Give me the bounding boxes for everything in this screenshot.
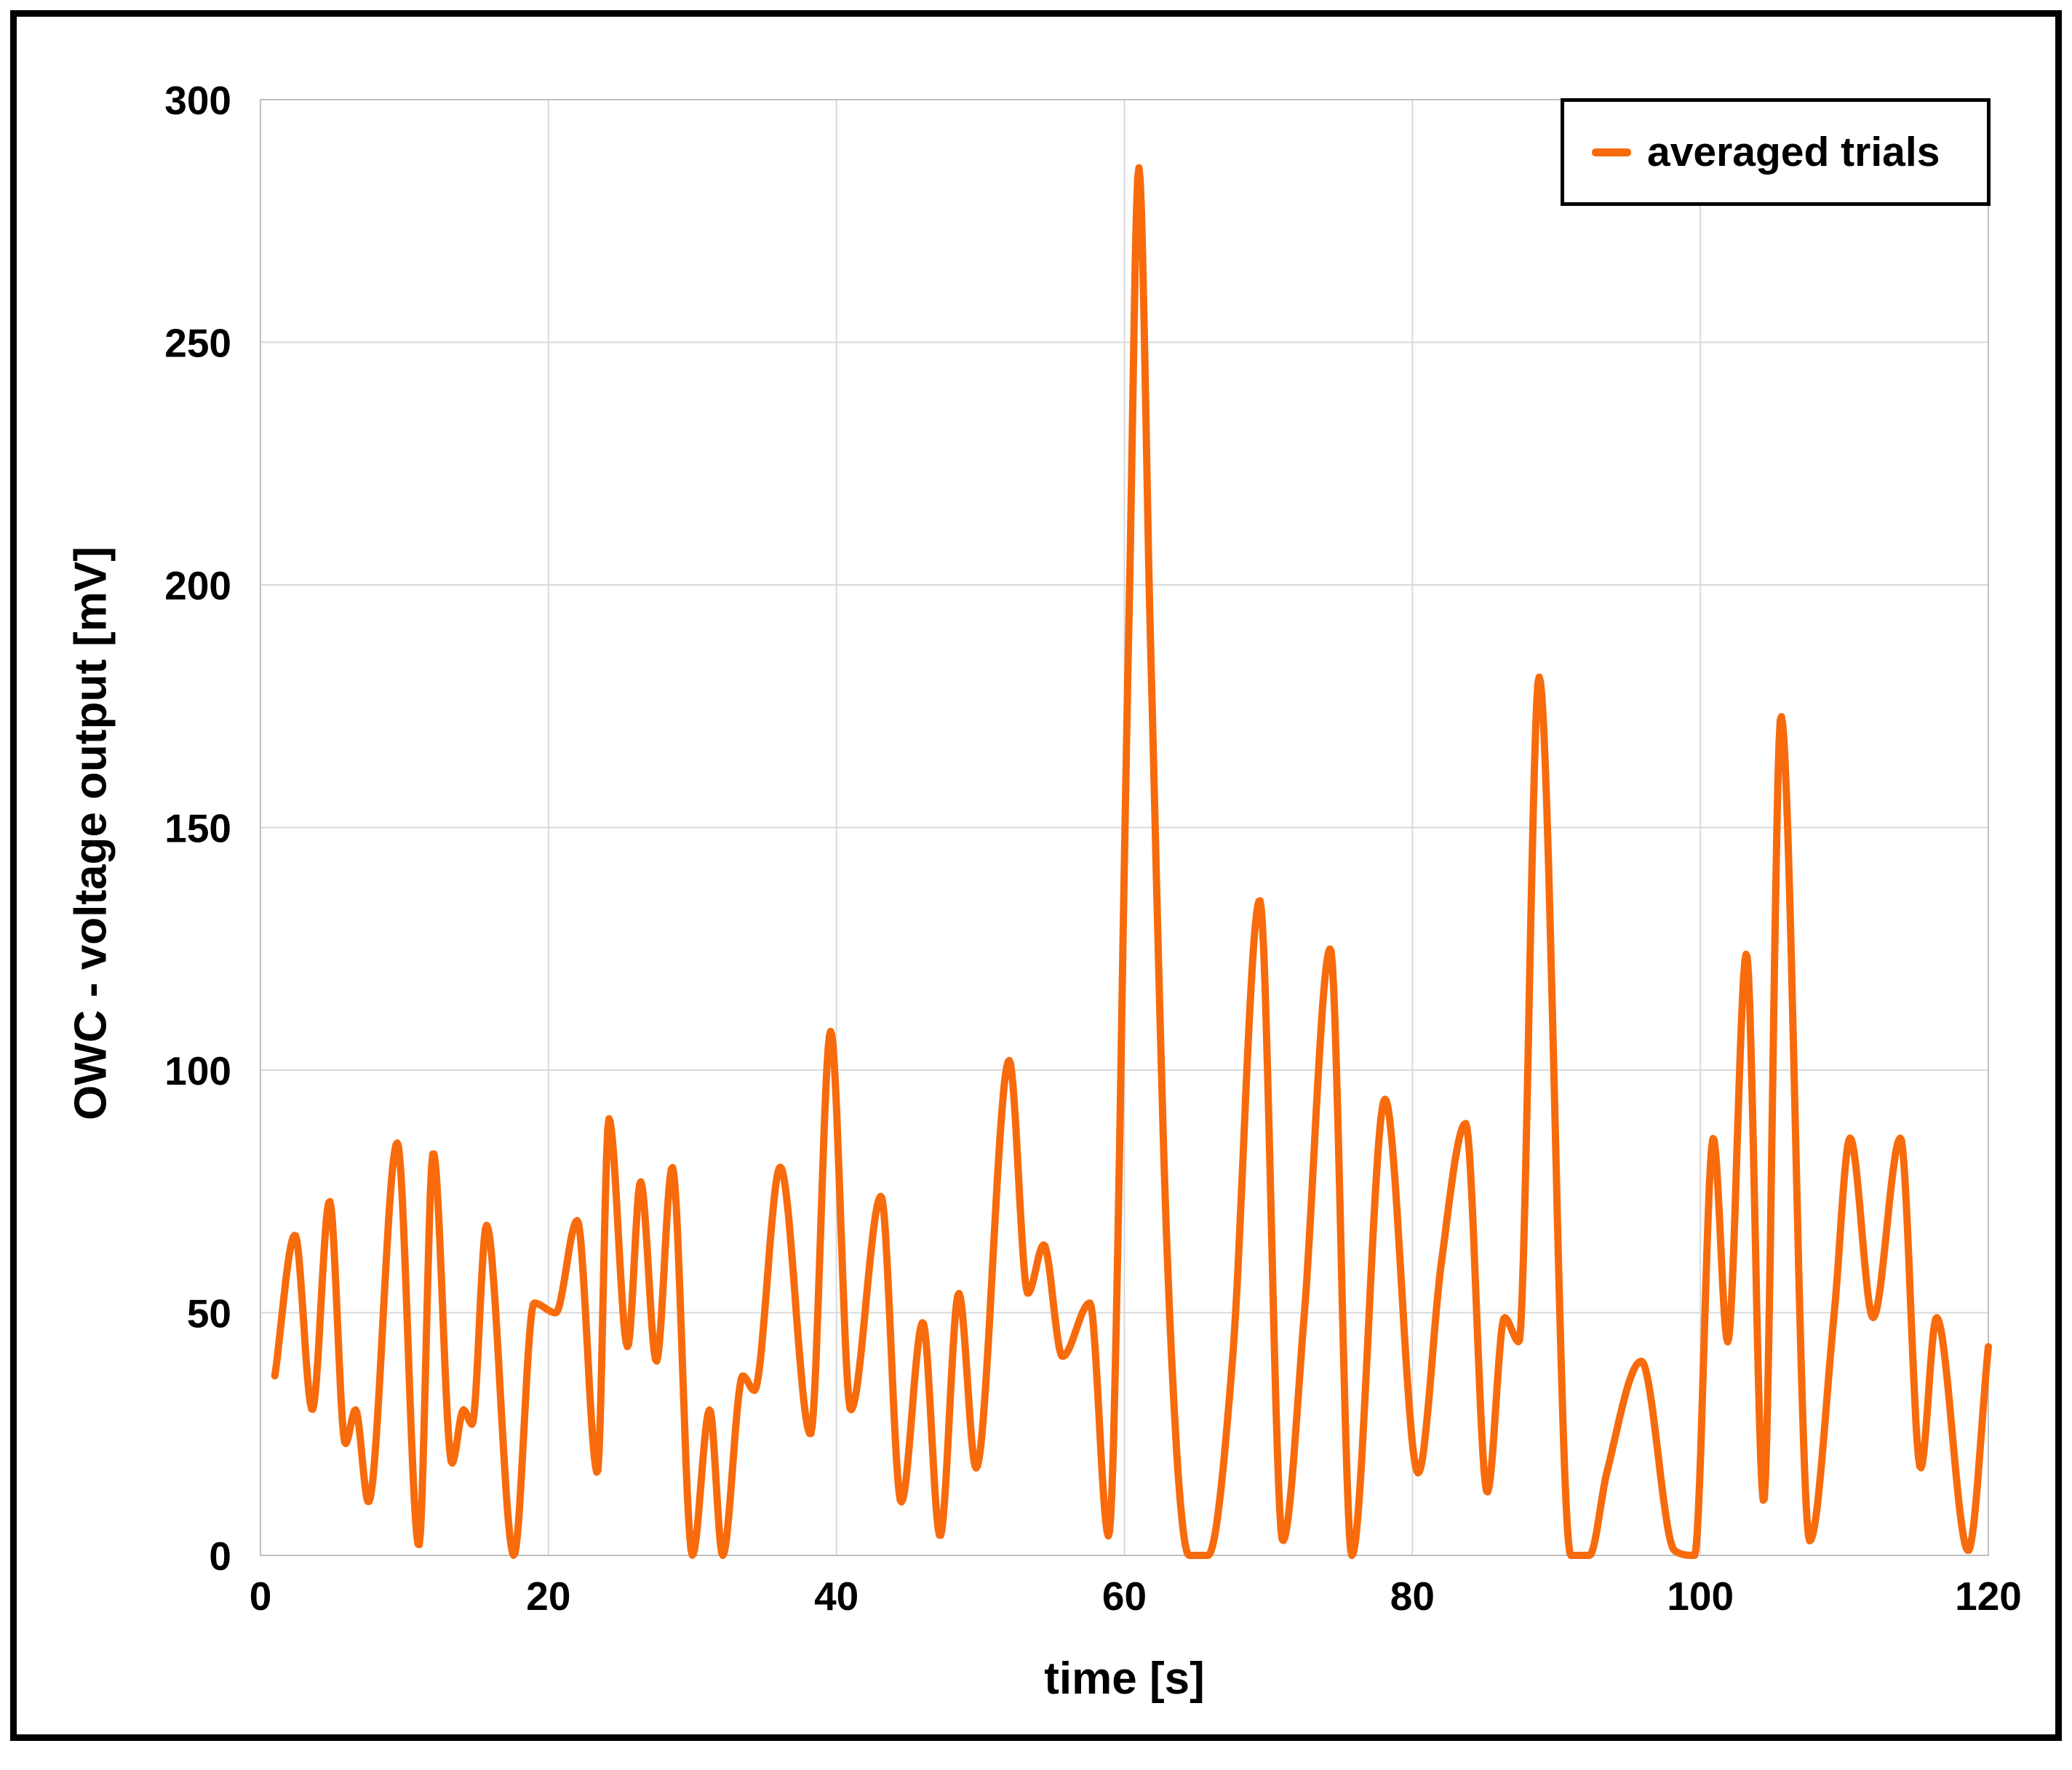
x-tick-label: 120 <box>1955 1574 2022 1619</box>
legend-line-marker <box>1592 148 1631 156</box>
x-axis-title: time [s] <box>1044 1654 1205 1704</box>
y-axis-title: OWC - voltage output [mV] <box>65 546 116 1120</box>
series-line-averaged-trials <box>271 164 1992 1559</box>
x-tick-label: 40 <box>814 1574 858 1619</box>
legend-label: averaged trials <box>1647 129 1940 175</box>
y-tick-label: 50 <box>187 1291 231 1336</box>
y-tick-label: 100 <box>164 1048 231 1093</box>
y-tick-label: 250 <box>164 321 231 366</box>
x-tick-label: 20 <box>526 1574 570 1619</box>
x-tick-label: 100 <box>1667 1574 1734 1619</box>
plot-area-border <box>260 99 1989 1556</box>
y-tick-label: 0 <box>209 1534 231 1579</box>
x-tick-label: 60 <box>1102 1574 1147 1619</box>
x-tick-label: 80 <box>1390 1574 1435 1619</box>
legend: averaged trials <box>1561 98 1991 206</box>
x-tick-label: 0 <box>250 1574 272 1619</box>
y-tick-label: 300 <box>164 78 231 123</box>
y-tick-label: 150 <box>164 806 231 851</box>
y-tick-label: 200 <box>164 563 231 608</box>
